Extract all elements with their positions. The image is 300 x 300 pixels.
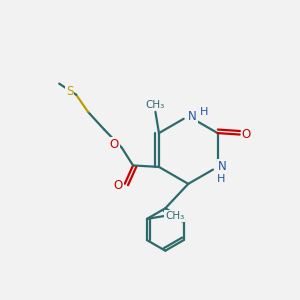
Text: O: O bbox=[114, 179, 123, 192]
Text: S: S bbox=[66, 85, 74, 98]
Text: CH₃: CH₃ bbox=[146, 100, 165, 110]
Text: N: N bbox=[188, 110, 197, 123]
Text: O: O bbox=[110, 138, 119, 151]
Text: CH₃: CH₃ bbox=[165, 211, 184, 221]
Text: H: H bbox=[217, 174, 225, 184]
Text: O: O bbox=[242, 128, 251, 141]
Text: H: H bbox=[200, 107, 209, 117]
Text: N: N bbox=[218, 160, 226, 173]
